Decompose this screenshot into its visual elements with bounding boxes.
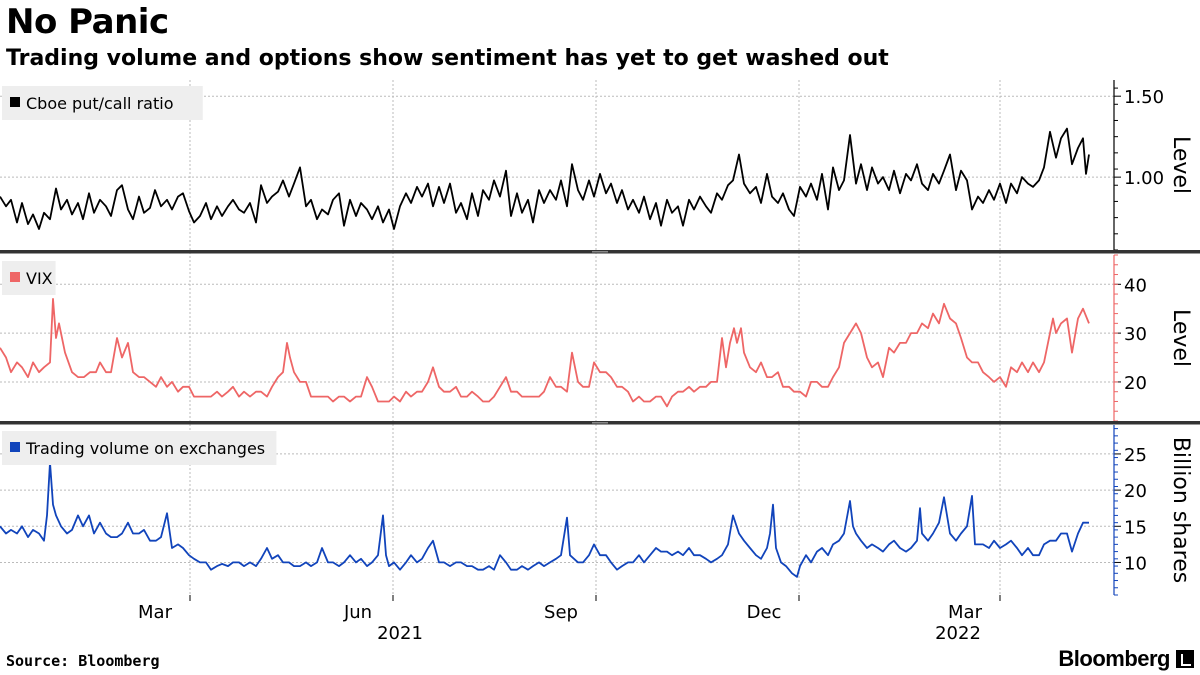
source-note: Source: Bloomberg — [6, 652, 160, 670]
panel-2-legend: Trading volume on exchanges — [2, 431, 277, 465]
panel-2-y-tick-label-2: 20 — [1124, 481, 1147, 502]
x-tick-label-1: Jun — [343, 602, 372, 623]
panel-1-legend-swatch — [10, 272, 20, 282]
panel-2-series-line — [0, 461, 1089, 578]
x-tick-label-2: Sep — [544, 602, 578, 623]
panel-1-legend-label: VIX — [26, 269, 53, 288]
panel-0-y-tick-label-1: 1.50 — [1124, 87, 1164, 108]
panel-2-y-axis-label: Billion shares — [1168, 437, 1193, 583]
brand-logo: Bloomberg — [1058, 646, 1170, 671]
panel-0-legend-label: Cboe put/call ratio — [26, 94, 173, 113]
panel-0-y-axis-label: Level — [1168, 136, 1193, 194]
panel-1-y-tick-label-2: 40 — [1124, 275, 1147, 296]
panel-0-y-tick-label-0: 1.00 — [1124, 168, 1164, 189]
x-year-label-0: 2021 — [377, 623, 423, 644]
panel-0-legend-bg — [2, 86, 203, 120]
chart-title: No Panic — [6, 2, 169, 42]
panel-0-legend: Cboe put/call ratio — [2, 86, 203, 120]
panel-2-y-tick-label-0: 10 — [1124, 553, 1147, 574]
panel-1-y-axis-label: Level — [1168, 309, 1193, 367]
panel-1-y-tick-label-1: 30 — [1124, 324, 1147, 345]
panel-2-y-tick-label-1: 15 — [1124, 517, 1147, 538]
panel-2-legend-bg — [2, 431, 277, 465]
panel-0-legend-swatch — [10, 97, 20, 107]
brand-icon — [1176, 650, 1194, 668]
panel-divider-grip-1 — [592, 422, 608, 424]
panel-1-legend: VIX — [2, 261, 56, 295]
x-year-label-1: 2022 — [935, 623, 981, 644]
panel-2-y-tick-label-3: 25 — [1124, 445, 1147, 466]
panel-2-legend-swatch — [10, 442, 20, 452]
chart-subtitle: Trading volume and options show sentimen… — [6, 46, 889, 71]
x-tick-label-3: Dec — [747, 602, 782, 623]
panel-1-y-tick-label-0: 20 — [1124, 373, 1147, 394]
x-tick-label-0: Mar — [138, 602, 173, 623]
panel-0-series-line — [0, 127, 1090, 230]
panel-2-legend-label: Trading volume on exchanges — [25, 439, 265, 458]
panel-divider-grip-0 — [592, 251, 608, 253]
panel-1-series-line — [0, 298, 1090, 408]
x-tick-label-4: Mar — [948, 602, 983, 623]
